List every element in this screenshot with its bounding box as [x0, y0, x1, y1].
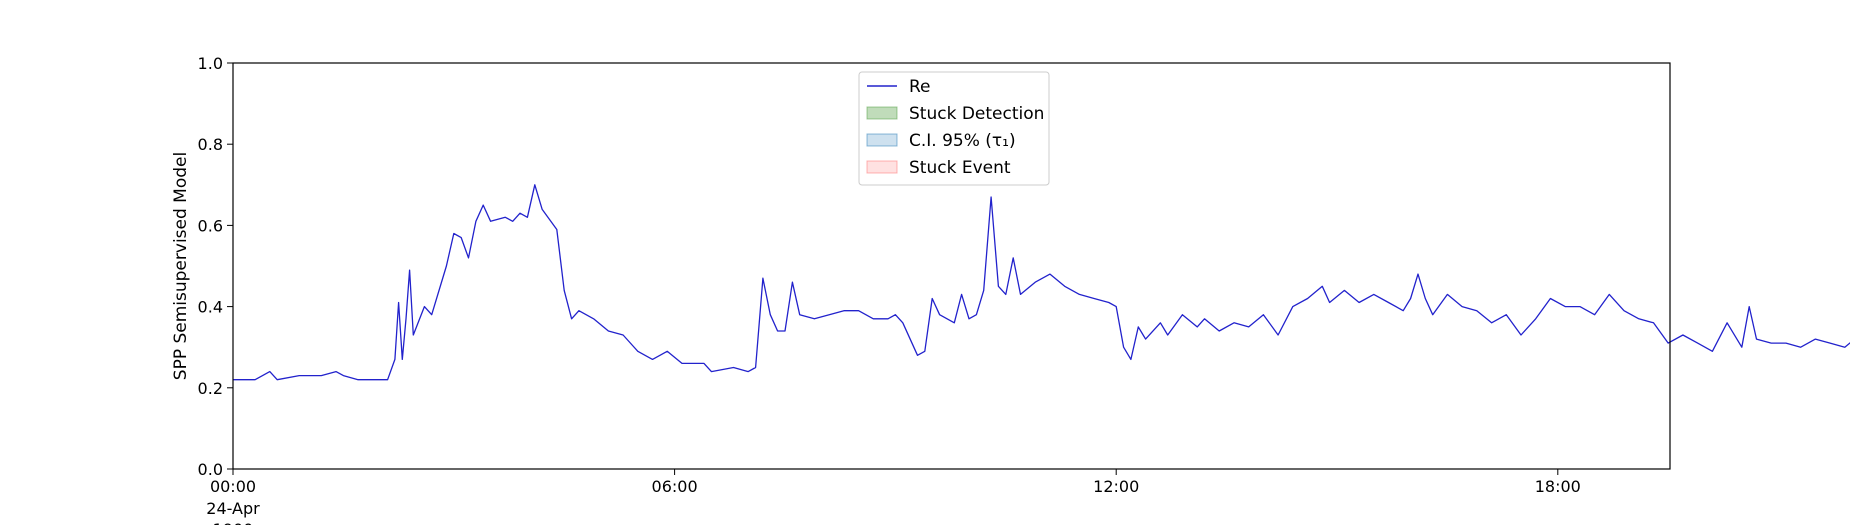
y-tick-label-1: 0.2 [198, 379, 223, 398]
y-axis: 0.0 0.2 0.4 0.6 0.8 1.0 [198, 54, 233, 479]
x-tick-label-3: 18:00 [1535, 477, 1581, 496]
x-tick-year-0: 1900 [213, 520, 254, 525]
x-tick-label-1: 06:00 [652, 477, 698, 496]
y-tick-label-2: 0.4 [198, 298, 223, 317]
series-layer [233, 184, 1850, 381]
legend-swatch-2 [866, 133, 898, 147]
legend-label-3: Stuck Event [909, 158, 1011, 178]
legend-label-1: Stuck Detection [909, 104, 1044, 124]
y-axis-label: SPP Semisupervised Model [171, 152, 191, 380]
legend-box [858, 71, 1050, 186]
y-tick-label-3: 0.6 [198, 216, 223, 235]
legend-swatch-3 [866, 160, 898, 174]
x-tick-label-2: 12:00 [1093, 477, 1139, 496]
y-tick-label-0: 0.0 [198, 460, 223, 479]
legend-swatch-1 [866, 106, 898, 120]
series-line-re [233, 184, 1850, 381]
legend-label-2: C.I. 95% (τ₁) [909, 131, 1016, 151]
x-tick-date-0: 24-Apr [206, 499, 260, 518]
plot-frame [232, 62, 1671, 470]
x-axis: 00:0024-Apr190006:0012:0018:0000:0025-Ap… [206, 469, 1581, 525]
y-tick-label-5: 1.0 [198, 54, 223, 73]
y-tick-label-4: 0.8 [198, 135, 223, 154]
legend: Re Stuck Detection C.I. 95% (τ₁) Stuck Even… [858, 71, 1050, 186]
legend-label-0: Re [909, 77, 931, 97]
x-tick-label-0: 00:00 [210, 477, 256, 496]
